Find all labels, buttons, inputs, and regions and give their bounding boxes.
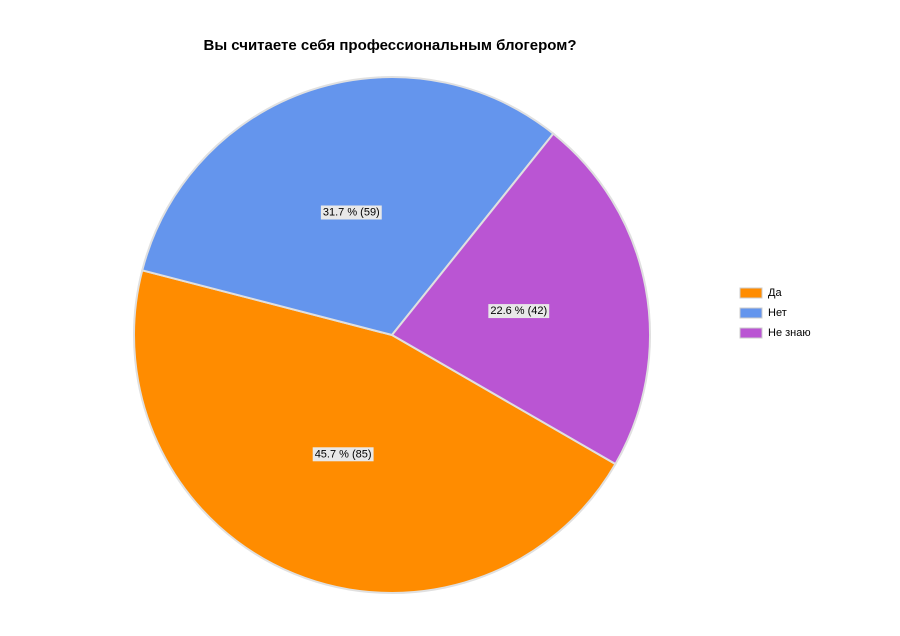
- legend-swatch: [739, 307, 763, 319]
- legend-label: Нет: [768, 307, 787, 319]
- legend-swatch: [739, 327, 763, 339]
- pie-slice: [133, 269, 617, 594]
- label-background: [488, 304, 550, 319]
- slice-label: 31.7 % (59): [320, 205, 382, 220]
- data-label: 45.7 % (85): [315, 448, 372, 460]
- chart-title: Вы считаете себя профессиональным блогер…: [203, 37, 576, 54]
- data-label: 22.6 % (42): [490, 305, 547, 317]
- slice-label: 22.6 % (42): [488, 304, 550, 319]
- slice-label: 45.7 % (85): [312, 447, 374, 462]
- label-background: [312, 447, 374, 462]
- pie-slice: [390, 132, 651, 466]
- label-background: [320, 205, 382, 220]
- legend-swatch: [739, 287, 763, 299]
- legend-label: Не знаю: [768, 327, 811, 339]
- data-label: 31.7 % (59): [323, 206, 380, 218]
- legend-label: Да: [768, 287, 782, 299]
